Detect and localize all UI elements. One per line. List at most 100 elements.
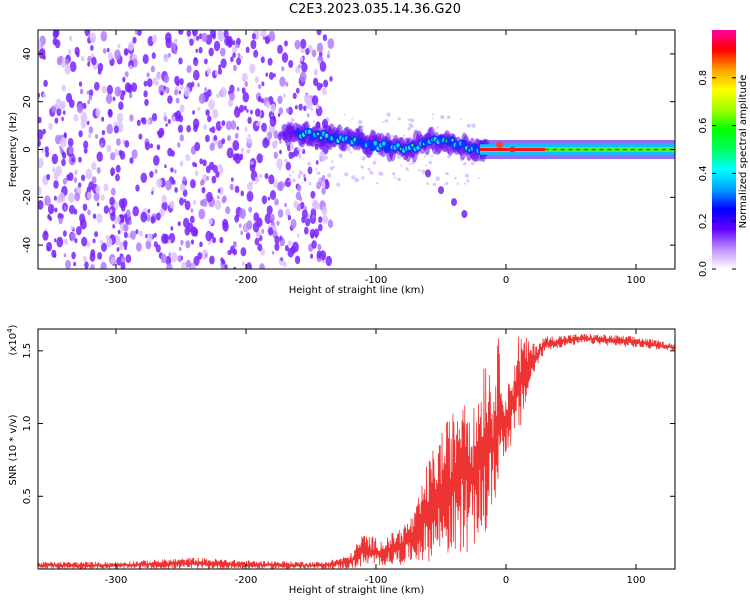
faint-speckle: [445, 172, 449, 176]
noise-speckle: [106, 84, 113, 95]
noise-speckle: [269, 190, 277, 200]
noise-speckle: [221, 196, 226, 204]
noise-speckle: [100, 240, 104, 245]
noise-speckle: [224, 36, 231, 46]
noise-speckle: [193, 199, 197, 205]
faint-speckle: [323, 155, 328, 160]
noise-speckle: [100, 142, 104, 148]
faint-speckle: [338, 153, 344, 158]
noise-speckle: [54, 207, 58, 213]
noise-speckle: [205, 165, 211, 174]
signal-blob-peak: [319, 136, 322, 140]
noise-speckle: [308, 181, 312, 186]
noise-speckle: [248, 206, 253, 213]
noise-speckle: [96, 151, 103, 162]
noise-speckle: [140, 211, 148, 223]
noise-speckle: [103, 183, 109, 192]
noise-speckle: [318, 223, 323, 232]
noise-speckle: [144, 98, 149, 107]
noise-speckle: [319, 151, 325, 160]
faint-speckle: [254, 182, 257, 185]
noise-speckle: [244, 81, 248, 87]
noise-speckle: [295, 191, 302, 201]
faint-speckle: [275, 178, 278, 181]
noise-speckle: [42, 92, 47, 99]
faint-speckle: [349, 151, 352, 154]
noise-speckle: [116, 247, 120, 252]
faint-speckle: [431, 155, 434, 158]
noise-speckle: [91, 176, 97, 184]
noise-speckle: [217, 188, 221, 193]
noise-speckle: [107, 109, 113, 118]
faint-speckle: [296, 154, 299, 156]
noise-speckle: [211, 175, 217, 184]
colorbar-label: Normalized spectral amplitude: [738, 75, 749, 229]
noise-speckle: [82, 203, 88, 211]
noise-speckle: [305, 218, 311, 227]
noise-speckle: [287, 247, 294, 258]
noise-speckle: [254, 76, 259, 83]
faint-speckle: [471, 123, 476, 128]
noise-speckle: [87, 61, 91, 67]
faint-speckle: [407, 118, 410, 121]
noise-speckle: [80, 218, 87, 230]
noise-speckle: [153, 241, 158, 248]
faint-speckle: [307, 161, 311, 166]
branch-blob: [461, 210, 468, 219]
noise-speckle: [128, 41, 134, 51]
noise-speckle: [232, 40, 236, 46]
noise-speckle: [221, 138, 226, 145]
noise-speckle: [82, 255, 87, 263]
noise-speckle: [299, 71, 307, 83]
noise-speckle: [182, 189, 188, 197]
noise-speckle: [54, 117, 59, 124]
noise-speckle: [220, 87, 227, 98]
noise-speckle: [315, 160, 319, 165]
x-tick-label: 0: [503, 275, 509, 286]
noise-speckle: [91, 161, 97, 171]
noise-speckle: [220, 47, 226, 57]
noise-speckle: [192, 110, 196, 115]
noise-speckle: [267, 196, 271, 201]
faint-speckle: [358, 119, 363, 125]
noise-speckle: [186, 125, 191, 133]
noise-speckle: [94, 81, 100, 91]
noise-speckle: [147, 208, 151, 214]
noise-speckle: [183, 198, 187, 203]
noise-speckle: [38, 186, 42, 195]
noise-speckle: [190, 226, 198, 237]
y-tick-label: -40: [22, 237, 33, 253]
noise-speckle: [78, 156, 82, 163]
x-tick-label: 0: [503, 575, 509, 586]
noise-speckle: [233, 107, 241, 118]
faint-speckle: [397, 117, 401, 121]
noise-speckle: [257, 243, 263, 252]
noise-speckle: [203, 124, 207, 130]
noise-speckle: [100, 194, 105, 201]
noise-speckle: [318, 216, 323, 224]
noise-speckle: [74, 238, 78, 244]
noise-speckle: [167, 52, 171, 58]
noise-speckle: [208, 47, 214, 57]
noise-speckle: [182, 176, 187, 183]
noise-speckle: [89, 32, 97, 43]
noise-speckle: [264, 213, 272, 225]
noise-speckle: [277, 209, 284, 218]
noise-speckle: [179, 78, 184, 86]
noise-speckle: [156, 144, 161, 151]
noise-speckle: [240, 230, 244, 236]
faint-speckle: [400, 164, 403, 167]
noise-speckle: [55, 165, 62, 177]
x-tick-label: -100: [365, 275, 388, 286]
noise-speckle: [63, 206, 67, 211]
noise-speckle: [87, 55, 92, 63]
noise-speckle: [303, 226, 309, 235]
noise-speckle: [100, 261, 107, 269]
noise-speckle: [266, 205, 273, 215]
noise-speckle: [87, 99, 90, 105]
noise-speckle: [123, 223, 129, 232]
noise-speckle: [230, 56, 234, 63]
noise-speckle: [68, 146, 74, 155]
noise-speckle: [84, 261, 89, 269]
noise-speckle: [170, 150, 175, 157]
